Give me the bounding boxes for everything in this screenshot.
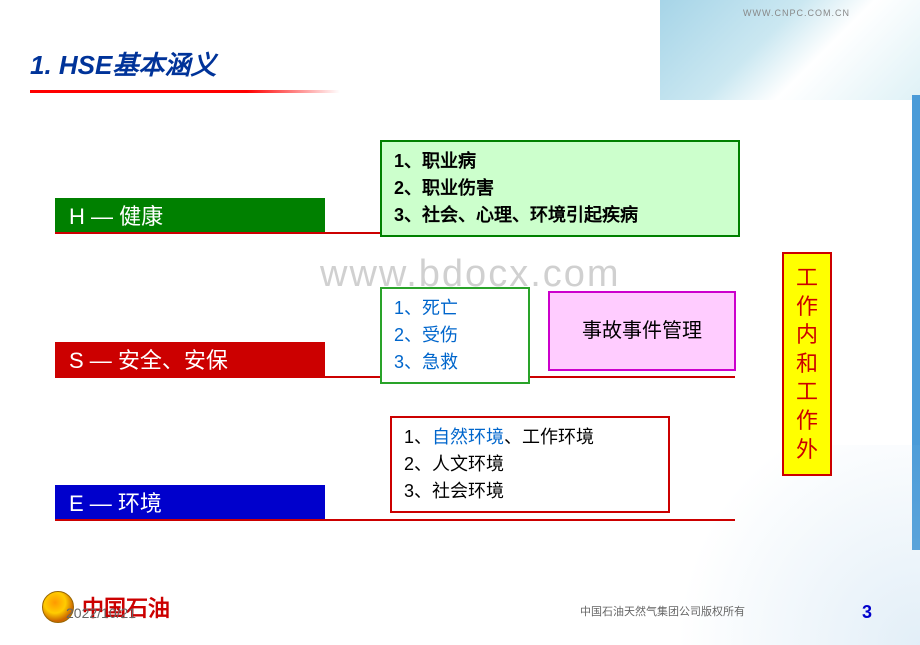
category-h-bar: H — 健康 [55, 198, 325, 232]
vertical-scope-box: 工 作 内 和 工 作 外 [782, 252, 832, 476]
h-item-2: 2、职业伤害 [394, 175, 726, 202]
row-underline-e [55, 519, 735, 521]
category-s-bar: S — 安全、安保 [55, 342, 325, 376]
h-details-box: 1、职业病 2、职业伤害 3、社会、心理、环境引起疾病 [380, 140, 740, 237]
title-underline [30, 90, 340, 93]
s-item-2: 2、受伤 [394, 322, 516, 349]
s-mgmt-text: 事故事件管理 [582, 316, 702, 346]
s-mgmt-box: 事故事件管理 [548, 291, 736, 371]
header-url: WWW.CNPC.COM.CN [743, 8, 850, 18]
category-e-bar: E — 环境 [55, 485, 325, 519]
h-item-1: 1、职业病 [394, 148, 726, 175]
e-item-1: 1、自然环境、工作环境 [404, 424, 656, 451]
slide-title: 1. HSE基本涵义 [30, 45, 340, 82]
s-item-1: 1、死亡 [394, 295, 516, 322]
e-item-2: 2、人文环境 [404, 451, 656, 478]
page-number: 3 [862, 602, 872, 623]
e-item-3: 3、社会环境 [404, 478, 656, 505]
s-details-box: 1、死亡 2、受伤 3、急救 [380, 287, 530, 384]
slide-title-area: 1. HSE基本涵义 [0, 45, 340, 93]
footer-copyright: 中国石油天然气集团公司版权所有 [580, 603, 745, 619]
h-item-3: 3、社会、心理、环境引起疾病 [394, 202, 726, 229]
e-details-box: 1、自然环境、工作环境 2、人文环境 3、社会环境 [390, 416, 670, 513]
footer-date: 2022/10/21 [66, 605, 136, 621]
s-item-3: 3、急救 [394, 349, 516, 376]
